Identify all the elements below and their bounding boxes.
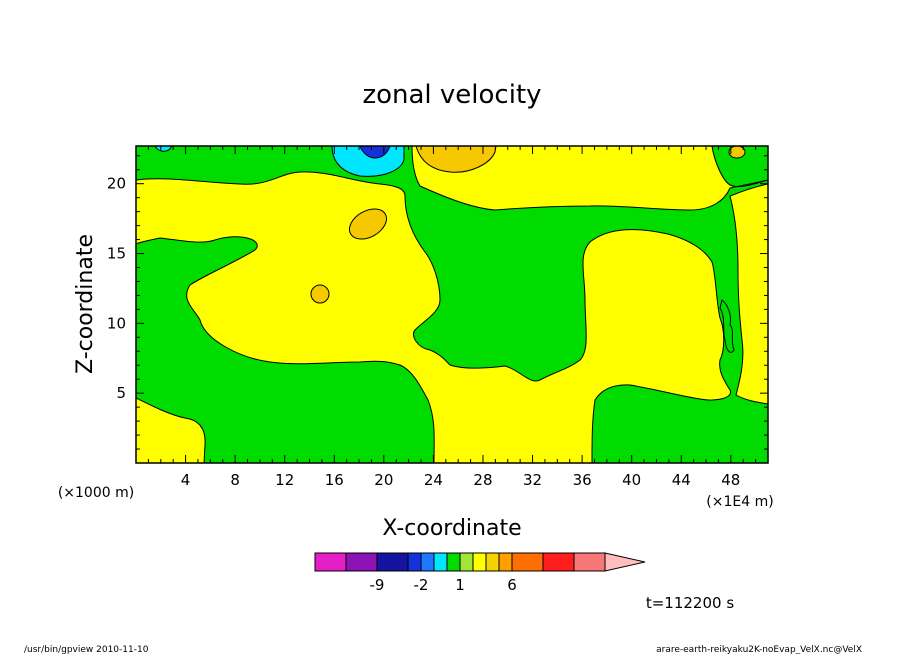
x-axis-label: X-coordinate [382,516,521,541]
region-gold [349,208,387,240]
region-yellow [136,171,732,463]
footer-left: /usr/bin/gpview 2010-11-10 [24,645,149,654]
x-unit-right: (×1E4 m) [706,494,773,510]
y-tick-label: 20 [107,175,126,193]
colorbar [314,552,646,572]
y-axis-label: Z-coordinate [73,234,98,374]
colorbar-swatch [407,552,422,572]
colorbar-swatch [459,552,474,572]
footer-right: arare-earth-reikyaku2K-noEvap_VelX.nc@Ve… [656,645,862,654]
contour-field [136,146,768,463]
x-tick-label: 8 [230,471,240,489]
colorbar-swatch [446,552,461,572]
y-tick-label: 10 [107,314,126,332]
x-tick-label: 4 [181,471,191,489]
x-tick-label: 28 [473,471,492,489]
chart-title: zonal velocity [362,80,541,110]
colorbar-tick-label: 1 [455,576,465,594]
x-tick-label: 24 [424,471,443,489]
x-unit-left: (×1000 m) [58,485,134,501]
region-gold [728,146,746,159]
x-tick-label: 40 [622,471,641,489]
colorbar-swatch [472,552,487,572]
x-tick-label: 12 [275,471,294,489]
x-tick-label: 32 [523,471,542,489]
region-gold [310,284,330,304]
colorbar-swatch [573,552,606,572]
colorbar-swatch [345,552,378,572]
x-tick-label: 36 [573,471,592,489]
y-tick-label: 5 [116,384,126,402]
colorbar-tick-label: -9 [370,576,385,594]
region-yellow [729,183,768,405]
colorbar-swatch [314,552,347,572]
colorbar-swatch [485,552,500,572]
time-label: t=112200 s [646,594,734,612]
plot-frame [135,145,769,464]
region-gold [415,146,497,173]
colorbar-swatch [433,552,448,572]
x-tick-label: 20 [374,471,393,489]
colorbar-swatch [542,552,575,572]
region-green [719,299,735,353]
colorbar-swatch [376,552,409,572]
colorbar-swatch [498,552,513,572]
colorbar-swatch [420,552,435,572]
x-tick-label: 16 [325,471,344,489]
region-yellow [136,397,206,463]
region-yellow [411,146,768,211]
colorbar-arrow [604,552,646,572]
x-tick-label: 44 [672,471,691,489]
colorbar-tick-label: -2 [414,576,429,594]
y-tick-label: 15 [107,245,126,263]
region-blue [359,146,391,159]
colorbar-tick-label: 6 [507,576,517,594]
x-tick-label: 48 [721,471,740,489]
colorbar-swatch [511,552,544,572]
